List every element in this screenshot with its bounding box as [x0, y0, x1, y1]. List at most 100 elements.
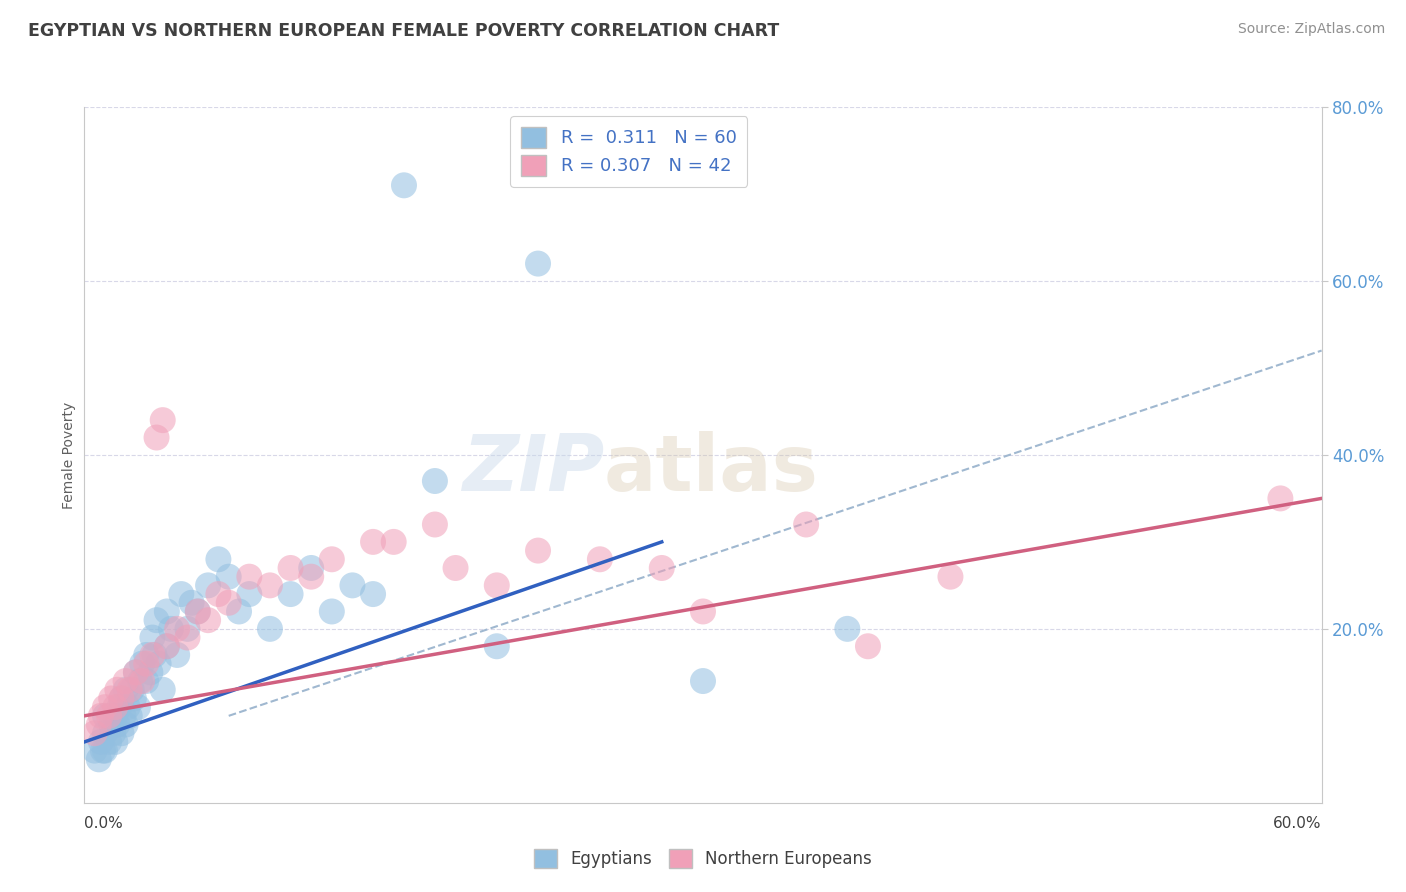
- Point: [444, 561, 467, 575]
- Point: [118, 682, 141, 697]
- Point: [176, 622, 198, 636]
- Point: [218, 596, 240, 610]
- Point: [114, 682, 136, 697]
- Point: [83, 726, 105, 740]
- Point: [141, 631, 163, 645]
- Point: [589, 552, 612, 566]
- Point: [131, 674, 153, 689]
- Point: [127, 700, 149, 714]
- Point: [692, 674, 714, 689]
- Point: [837, 622, 859, 636]
- Point: [238, 587, 260, 601]
- Point: [98, 708, 121, 723]
- Point: [94, 708, 117, 723]
- Point: [117, 700, 139, 714]
- Point: [197, 613, 219, 627]
- Point: [125, 665, 148, 680]
- Point: [94, 700, 117, 714]
- Point: [110, 691, 132, 706]
- Point: [180, 596, 202, 610]
- Point: [118, 708, 141, 723]
- Point: [112, 708, 135, 723]
- Point: [187, 605, 209, 619]
- Point: [100, 717, 122, 731]
- Y-axis label: Female Poverty: Female Poverty: [62, 401, 76, 508]
- Point: [856, 639, 879, 653]
- Point: [114, 674, 136, 689]
- Point: [238, 570, 260, 584]
- Point: [104, 700, 127, 714]
- Text: Source: ZipAtlas.com: Source: ZipAtlas.com: [1237, 22, 1385, 37]
- Point: [280, 587, 302, 601]
- Point: [207, 552, 229, 566]
- Point: [280, 561, 302, 575]
- Point: [361, 534, 384, 549]
- Point: [135, 657, 157, 671]
- Point: [651, 561, 673, 575]
- Point: [108, 700, 131, 714]
- Point: [94, 744, 117, 758]
- Point: [152, 413, 174, 427]
- Point: [321, 552, 343, 566]
- Point: [342, 578, 364, 592]
- Point: [83, 744, 105, 758]
- Point: [90, 708, 112, 723]
- Point: [129, 674, 152, 689]
- Point: [218, 570, 240, 584]
- Point: [485, 639, 508, 653]
- Point: [110, 726, 132, 740]
- Point: [139, 665, 162, 680]
- Legend: Egyptians, Northern Europeans: Egyptians, Northern Europeans: [527, 842, 879, 875]
- Point: [423, 517, 446, 532]
- Point: [121, 682, 143, 697]
- Point: [100, 691, 122, 706]
- Text: atlas: atlas: [605, 431, 818, 507]
- Point: [382, 534, 405, 549]
- Point: [207, 587, 229, 601]
- Point: [299, 570, 322, 584]
- Text: EGYPTIAN VS NORTHERN EUROPEAN FEMALE POVERTY CORRELATION CHART: EGYPTIAN VS NORTHERN EUROPEAN FEMALE POV…: [28, 22, 779, 40]
- Point: [156, 605, 179, 619]
- Point: [131, 657, 153, 671]
- Point: [87, 717, 110, 731]
- Point: [156, 639, 179, 653]
- Point: [156, 639, 179, 653]
- Point: [485, 578, 508, 592]
- Point: [176, 631, 198, 645]
- Point: [105, 682, 128, 697]
- Point: [259, 622, 281, 636]
- Point: [114, 717, 136, 731]
- Point: [104, 708, 127, 723]
- Point: [135, 648, 157, 662]
- Point: [141, 648, 163, 662]
- Point: [148, 657, 170, 671]
- Point: [90, 735, 112, 749]
- Point: [105, 717, 128, 731]
- Point: [103, 726, 125, 740]
- Point: [187, 605, 209, 619]
- Point: [321, 605, 343, 619]
- Point: [794, 517, 817, 532]
- Point: [152, 682, 174, 697]
- Point: [110, 691, 132, 706]
- Text: 0.0%: 0.0%: [84, 816, 124, 831]
- Point: [160, 622, 183, 636]
- Point: [166, 648, 188, 662]
- Legend: R =  0.311   N = 60, R = 0.307   N = 42: R = 0.311 N = 60, R = 0.307 N = 42: [510, 116, 748, 186]
- Point: [170, 587, 193, 601]
- Point: [166, 622, 188, 636]
- Point: [143, 648, 166, 662]
- Point: [361, 587, 384, 601]
- Text: ZIP: ZIP: [461, 431, 605, 507]
- Point: [91, 744, 114, 758]
- Point: [197, 578, 219, 592]
- Point: [135, 674, 157, 689]
- Point: [104, 735, 127, 749]
- Point: [939, 570, 962, 584]
- Text: 60.0%: 60.0%: [1274, 816, 1322, 831]
- Point: [423, 474, 446, 488]
- Point: [145, 431, 167, 445]
- Point: [145, 613, 167, 627]
- Point: [692, 605, 714, 619]
- Point: [527, 543, 550, 558]
